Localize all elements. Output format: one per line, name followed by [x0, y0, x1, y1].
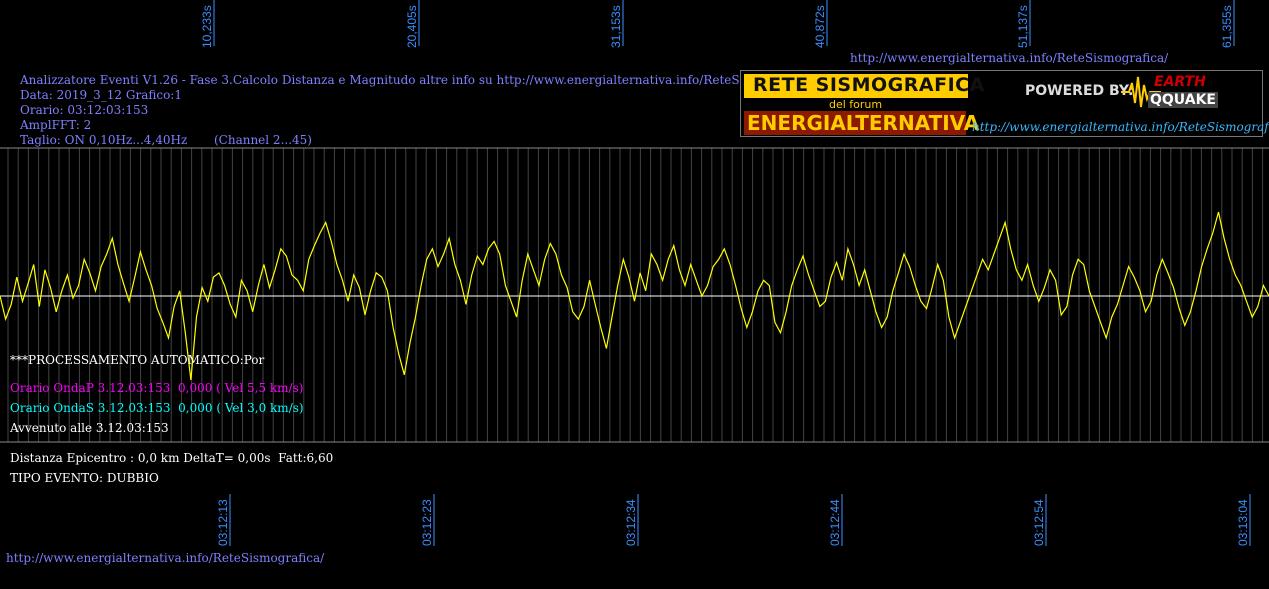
onda-s-time: Orario OndaS 3.12.03:153 0,000 ( Vel 3,0…	[10, 401, 304, 415]
info-line-1: Analizzatore Eventi V1.26 - Fase 3.Calco…	[20, 73, 815, 87]
logo-subtitle: del forum	[829, 98, 883, 111]
top-tick-label: 20,405s	[405, 5, 419, 48]
info-line-4: AmplFFT: 2	[20, 118, 92, 132]
top-tick-label: 61,355s	[1220, 5, 1234, 48]
rete-sismografica-logo: RETE SISMOGRAFICA del forum ENERGIALTERN…	[740, 70, 1269, 137]
event-time: Avvenuto alle 3.12.03:153	[10, 421, 169, 435]
bottom-tick-label: 03:12:54	[1032, 499, 1046, 546]
bottom-tick-label: 03:12:23	[420, 499, 434, 546]
top-tick-label: 40,872s	[813, 5, 827, 48]
top-tick-label: 10,233s	[200, 5, 214, 48]
logo-title-block-2	[744, 111, 966, 135]
bottom-tick-label: 03:12:13	[216, 499, 230, 546]
logo-title-energia: ENERGIALTERNATIVA	[747, 111, 980, 135]
epicenter-distance: Distanza Epicentro : 0,0 km DeltaT= 0,00…	[10, 451, 334, 465]
logo-brand-earth: EARTH	[1154, 74, 1206, 90]
bottom-tick-label: 03:12:44	[828, 499, 842, 546]
bottom-tick-label: 03:13:04	[1236, 499, 1250, 546]
event-type: TIPO EVENTO: DUBBIO	[10, 471, 159, 485]
logo-brand-quake: QQUAKE	[1148, 92, 1218, 108]
onda-p-time: Orario OndaP 3.12.03:153 0,000 ( Vel 5,5…	[10, 381, 304, 395]
top-tick-label: 31,153s	[609, 5, 623, 48]
seismic-trace	[0, 211, 1269, 381]
bottom-tick-label: 03:12:34	[624, 499, 638, 546]
footer-url-link[interactable]: http://www.energialternativa.info/ReteSi…	[6, 551, 325, 565]
logo-url-link[interactable]: http://www.energialternativa.info/ReteSi…	[972, 120, 1269, 134]
top-tick-label: 51,137s	[1016, 5, 1030, 48]
logo-title-rete: RETE SISMOGRAFICA	[753, 74, 985, 96]
info-line-5: Taglio: ON 0,10Hz...4,40Hz (Channel 2...…	[20, 133, 312, 147]
info-line-3: Orario: 03:12:03:153	[20, 103, 149, 117]
processing-status: ***PROCESSAMENTO AUTOMATICO:Por	[10, 353, 265, 367]
logo-powered-by: POWERED BY:	[1025, 83, 1134, 99]
logo-title-block	[744, 74, 968, 98]
top-url-link[interactable]: http://www.energialternativa.info/ReteSi…	[850, 51, 1169, 65]
info-line-2: Data: 2019_3_12 Grafico:1	[20, 88, 182, 102]
